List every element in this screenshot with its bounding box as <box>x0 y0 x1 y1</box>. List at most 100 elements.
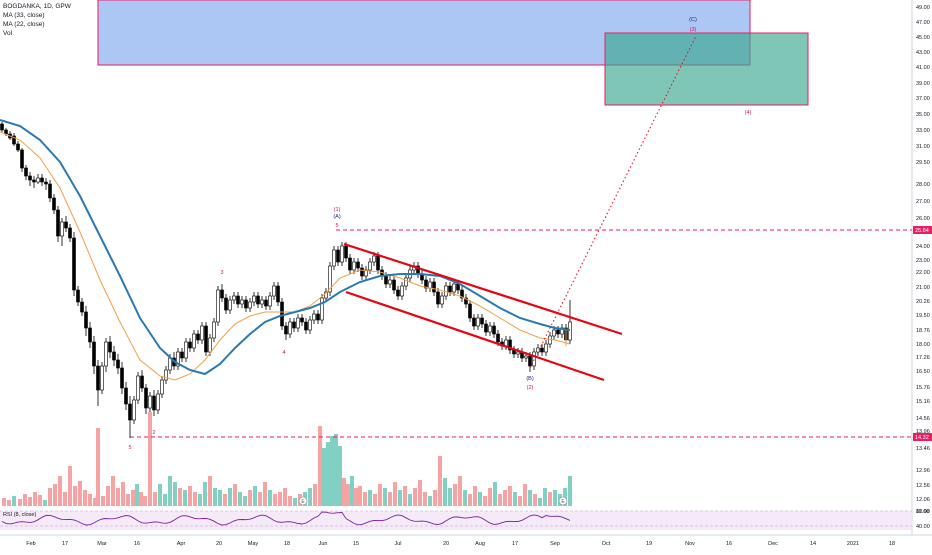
volume-bar <box>218 490 222 506</box>
y-tick-label: 45.00 <box>916 35 930 41</box>
candle-body <box>56 209 60 237</box>
volume-bar <box>278 492 282 506</box>
wave-label: 3 <box>220 270 223 276</box>
symbol-title[interactable]: BOGDANKA, 1D, GPW <box>3 3 71 10</box>
candle-body <box>440 295 444 305</box>
volume-bar <box>93 498 97 506</box>
candle-body <box>484 323 488 333</box>
candle-body <box>84 311 88 329</box>
volume-bar <box>563 488 567 506</box>
volume-bar <box>116 488 120 506</box>
vol-label[interactable]: Vol <box>3 30 13 37</box>
volume-bar <box>508 486 512 506</box>
candle-body <box>32 179 36 183</box>
candle-body <box>336 249 340 263</box>
volume-bar <box>488 488 492 506</box>
volume-bar <box>33 492 37 506</box>
volume-bar <box>423 492 427 506</box>
wave-label: 5 <box>335 223 338 229</box>
volume-bar <box>438 456 442 506</box>
candle-body <box>212 321 216 339</box>
volume-bar <box>313 484 317 506</box>
candle-body <box>376 255 380 271</box>
volume-bar <box>126 494 130 506</box>
candle-body <box>332 249 336 267</box>
y-tick-label: 39.00 <box>916 81 930 87</box>
candle-body <box>348 257 352 271</box>
volume-bar <box>368 490 372 506</box>
candle-body <box>256 295 260 305</box>
volume-bar <box>253 486 257 506</box>
candle-body <box>36 177 40 183</box>
y-tick-label: 15.76 <box>916 385 930 391</box>
ma22-line <box>0 131 571 381</box>
y-tick-label: 21.00 <box>916 285 930 291</box>
volume-bar <box>7 500 11 506</box>
y-tick-label: 47.00 <box>916 20 930 26</box>
projection-line <box>529 35 697 369</box>
candle-body <box>120 367 124 389</box>
volume-bar <box>248 490 252 506</box>
y-tick-label: 37.00 <box>916 96 930 102</box>
event-marker-label: E <box>561 499 565 505</box>
candle-body <box>492 325 496 335</box>
volume-bar <box>408 494 412 506</box>
candle-body <box>356 261 360 269</box>
candle-body <box>240 299 244 305</box>
wave-label: (2) <box>527 385 534 391</box>
candle-body <box>72 237 76 291</box>
volume-bar <box>453 484 457 506</box>
volume-bar <box>53 484 57 506</box>
wave-label: (4) <box>745 110 752 116</box>
candle-body <box>468 303 472 319</box>
volume-bar <box>73 486 77 506</box>
volume-bar <box>288 496 292 506</box>
candle-body <box>352 261 356 271</box>
candle-body <box>424 279 428 289</box>
candle-body <box>248 301 252 309</box>
candle-body <box>24 167 28 177</box>
ma33-label[interactable]: MA (33, close) <box>3 12 45 19</box>
candle-body <box>136 375 140 401</box>
volume-bar <box>443 478 447 506</box>
volume-bar <box>498 494 502 506</box>
candle-body <box>344 245 348 259</box>
volume-bar <box>338 446 342 506</box>
x-tick-label: Nov <box>685 541 695 547</box>
candle-body <box>284 325 288 335</box>
ma22-label[interactable]: MA (22, close) <box>3 21 45 28</box>
candle-body <box>300 317 304 323</box>
volume-bar <box>23 494 27 506</box>
volume-bar <box>106 486 110 506</box>
y-tick-label: 26.00 <box>916 216 930 222</box>
x-tick-label: 18 <box>284 541 290 547</box>
volume-bar <box>148 412 152 506</box>
volume-bar <box>163 494 167 506</box>
volume-bar <box>308 488 312 506</box>
candle-body <box>384 275 388 285</box>
candle-body <box>80 301 84 313</box>
volume-bar <box>458 476 462 506</box>
volume-bar <box>228 488 232 506</box>
candle-body <box>112 351 116 361</box>
candle-body <box>204 325 208 353</box>
candle-body <box>316 313 320 321</box>
wave-label: 4 <box>282 350 285 356</box>
volume-bar <box>293 498 297 506</box>
y-tick-label: 27.00 <box>916 199 930 205</box>
volume-bar <box>263 482 267 506</box>
volume-bar <box>203 482 207 506</box>
wave-label: 5 <box>128 445 131 451</box>
y-tick-label: 18.76 <box>916 328 930 334</box>
candle-body <box>12 135 16 145</box>
volume-bar <box>121 482 125 506</box>
candle-body <box>460 289 464 299</box>
x-tick-label: 17 <box>512 541 518 547</box>
candle-body <box>44 181 48 185</box>
candle-body <box>132 399 136 421</box>
volume-bar <box>322 448 326 506</box>
candle-body <box>340 245 344 263</box>
candle-body <box>364 269 368 277</box>
volume-bar <box>268 490 272 506</box>
